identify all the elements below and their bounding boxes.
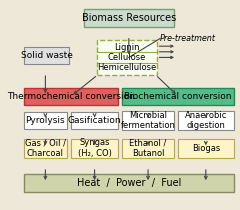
FancyBboxPatch shape [122,139,174,158]
FancyBboxPatch shape [178,111,234,130]
Text: Heat  /  Power  /  Fuel: Heat / Power / Fuel [77,178,181,188]
FancyBboxPatch shape [97,40,157,75]
Text: Gas / Oil /
Charcoal: Gas / Oil / Charcoal [25,138,66,158]
Text: Biogas: Biogas [192,144,220,153]
Text: Thermochemical conversion: Thermochemical conversion [7,92,135,101]
Text: Lignin
Cellulose
Hemicellulose: Lignin Cellulose Hemicellulose [97,43,156,72]
Text: Solid waste: Solid waste [20,51,72,60]
FancyBboxPatch shape [71,139,118,158]
Text: Pyrolysis: Pyrolysis [26,116,65,125]
FancyBboxPatch shape [122,88,234,105]
FancyBboxPatch shape [71,112,118,129]
Text: Gasification: Gasification [68,116,121,125]
Text: Syngas
(H₂, CO): Syngas (H₂, CO) [78,138,112,158]
FancyBboxPatch shape [24,139,67,158]
FancyBboxPatch shape [24,112,67,129]
FancyBboxPatch shape [178,139,234,158]
Text: Pre-treatment: Pre-treatment [160,34,216,43]
Text: Biomass Resources: Biomass Resources [82,13,176,23]
FancyBboxPatch shape [24,88,118,105]
Text: Ethanol /
Butanol: Ethanol / Butanol [129,138,167,158]
Text: Biochemical conversion: Biochemical conversion [124,92,232,101]
Text: Microbial
fermentation: Microbial fermentation [121,111,175,130]
FancyBboxPatch shape [122,111,174,130]
Text: Anaerobic
digestion: Anaerobic digestion [185,111,227,130]
FancyBboxPatch shape [24,175,234,192]
FancyBboxPatch shape [24,47,69,64]
FancyBboxPatch shape [84,9,174,27]
